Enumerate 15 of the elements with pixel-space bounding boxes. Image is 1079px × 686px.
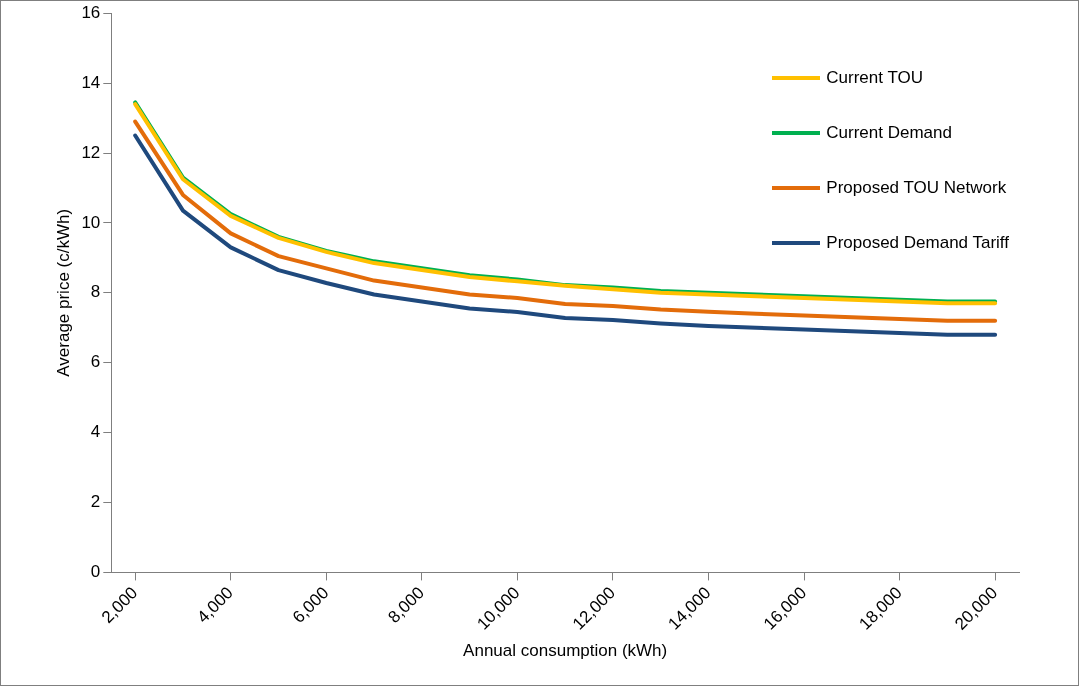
y-tick-label: 8: [90, 282, 101, 302]
legend-label: Current TOU: [826, 67, 923, 88]
y-tick-label: 4: [90, 422, 101, 442]
legend-label: Proposed Demand Tariff: [826, 232, 1009, 253]
y-tick-label: 10: [81, 212, 101, 232]
y-tick-label: 14: [81, 72, 101, 92]
y-tick-label: 12: [81, 142, 101, 162]
x-axis-title: Annual consumption (kWh): [463, 641, 668, 661]
y-tick-label: 16: [81, 2, 101, 22]
legend-label: Current Demand: [826, 122, 952, 143]
y-axis-title: Average price (c/kWh): [53, 208, 73, 377]
y-tick-label: 0: [90, 562, 101, 582]
y-tick-label: 6: [90, 352, 101, 372]
legend-label: Proposed TOU Network: [826, 177, 1007, 198]
y-tick-label: 2: [90, 492, 101, 512]
